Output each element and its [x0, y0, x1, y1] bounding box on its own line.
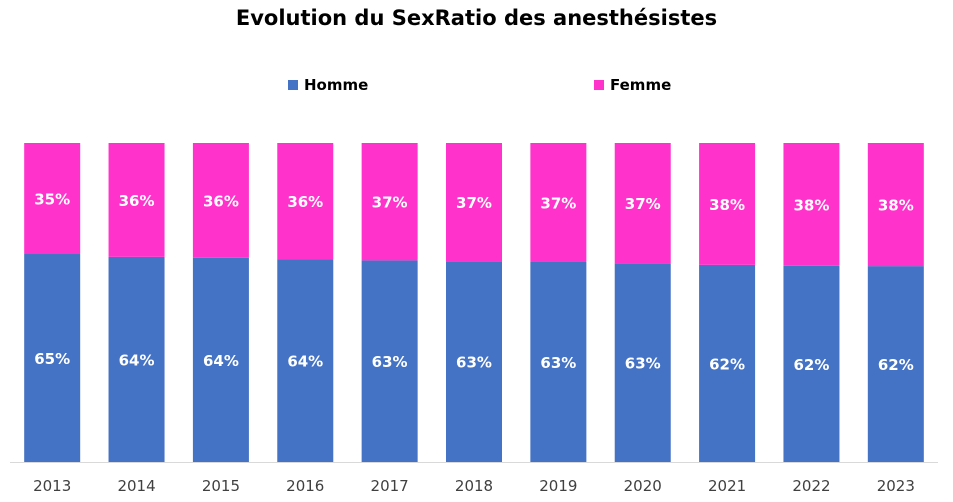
data-label-femme-2023: 38% — [878, 197, 914, 215]
bar-homme-2013 — [24, 254, 81, 462]
x-tick-label-2019: 2019 — [539, 477, 577, 495]
data-label-homme-2017: 63% — [372, 353, 408, 371]
data-label-femme-2015: 36% — [203, 192, 239, 210]
legend-label-homme: Homme — [304, 76, 369, 94]
x-tick-label-2021: 2021 — [708, 477, 746, 495]
data-label-femme-2019: 37% — [540, 194, 576, 212]
bar-homme-2017 — [361, 260, 418, 462]
x-tick-label-2014: 2014 — [117, 477, 155, 495]
bar-femme-2023 — [867, 143, 924, 267]
data-label-homme-2014: 64% — [119, 351, 155, 369]
bar-femme-2021 — [699, 143, 756, 265]
bar-homme-2018 — [446, 261, 502, 462]
x-tick-label-2020: 2020 — [624, 477, 662, 495]
bar-homme-2021 — [699, 264, 756, 462]
x-tick-label-2023: 2023 — [877, 477, 915, 495]
data-label-femme-2020: 37% — [625, 195, 661, 213]
data-label-femme-2014: 36% — [119, 192, 155, 210]
bar-homme-2014 — [108, 256, 165, 462]
data-label-homme-2016: 64% — [287, 353, 323, 371]
data-label-femme-2021: 38% — [709, 196, 745, 214]
data-label-homme-2019: 63% — [540, 354, 576, 372]
data-label-homme-2020: 63% — [625, 355, 661, 373]
data-label-femme-2016: 36% — [287, 193, 323, 211]
legend-swatch-homme — [288, 80, 298, 90]
x-tick-label-2022: 2022 — [792, 477, 830, 495]
bar-homme-2015 — [192, 257, 249, 462]
bar-femme-2020 — [614, 143, 671, 264]
bar-femme-2017 — [361, 143, 418, 261]
data-label-homme-2022: 62% — [794, 356, 830, 374]
bar-homme-2023 — [867, 266, 924, 462]
bar-homme-2022 — [783, 265, 840, 462]
x-tick-label-2015: 2015 — [202, 477, 240, 495]
data-label-homme-2015: 64% — [203, 352, 239, 370]
bar-femme-2014 — [108, 143, 165, 257]
bar-femme-2018 — [446, 143, 502, 262]
data-label-femme-2022: 38% — [794, 196, 830, 214]
bar-femme-2015 — [192, 143, 249, 258]
legend-swatch-femme — [594, 80, 604, 90]
data-label-femme-2018: 37% — [456, 194, 492, 212]
data-label-femme-2017: 37% — [372, 194, 408, 212]
legend-item-femme: Femme — [594, 76, 671, 94]
x-tick-label-2013: 2013 — [33, 477, 71, 495]
data-label-homme-2013: 65% — [34, 350, 70, 368]
data-label-homme-2018: 63% — [456, 354, 492, 372]
bar-homme-2016 — [277, 259, 334, 462]
bar-homme-2019 — [530, 261, 587, 462]
bar-femme-2019 — [530, 143, 587, 262]
legend-item-homme: Homme — [288, 76, 368, 94]
bar-homme-2020 — [614, 263, 671, 462]
bar-femme-2022 — [783, 143, 840, 266]
x-tick-label-2016: 2016 — [286, 477, 324, 495]
x-tick-label-2017: 2017 — [371, 477, 409, 495]
data-label-homme-2023: 62% — [878, 356, 914, 374]
data-label-femme-2013: 35% — [34, 191, 70, 209]
x-tick-label-2018: 2018 — [455, 477, 493, 495]
bar-femme-2016 — [277, 143, 334, 260]
bar-femme-2013 — [24, 143, 81, 255]
chart-title: Evolution du SexRatio des anesthésistes — [235, 6, 718, 30]
data-label-homme-2021: 62% — [709, 355, 745, 373]
legend-label-femme: Femme — [610, 76, 672, 94]
